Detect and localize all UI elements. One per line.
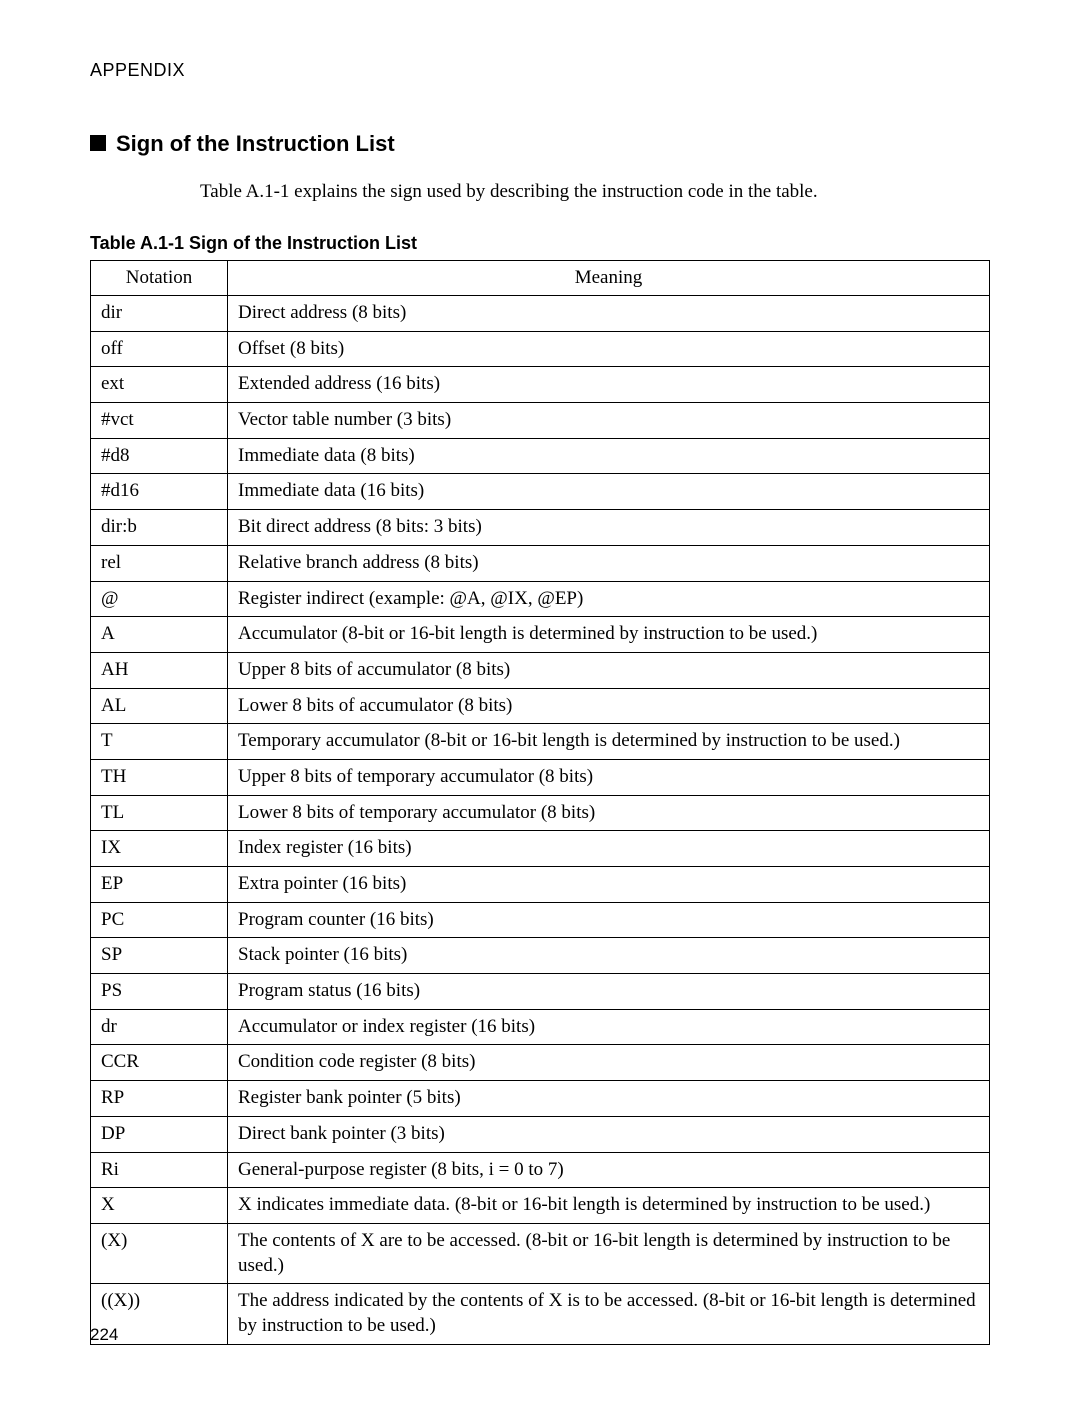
table-row: #d16Immediate data (16 bits)	[91, 474, 990, 510]
cell-meaning: Register indirect (example: @A, @IX, @EP…	[228, 581, 990, 617]
table-row: PSProgram status (16 bits)	[91, 974, 990, 1010]
cell-notation: #d16	[91, 474, 228, 510]
cell-notation: #d8	[91, 438, 228, 474]
cell-meaning: Stack pointer (16 bits)	[228, 938, 990, 974]
cell-meaning: Offset (8 bits)	[228, 331, 990, 367]
cell-meaning: Temporary accumulator (8-bit or 16-bit l…	[228, 724, 990, 760]
table-body: dirDirect address (8 bits)offOffset (8 b…	[91, 296, 990, 1345]
cell-notation: X	[91, 1188, 228, 1224]
cell-notation: #vct	[91, 403, 228, 439]
table-row: #vctVector table number (3 bits)	[91, 403, 990, 439]
cell-notation: DP	[91, 1116, 228, 1152]
table-row: DPDirect bank pointer (3 bits)	[91, 1116, 990, 1152]
cell-meaning: Extra pointer (16 bits)	[228, 867, 990, 903]
cell-meaning: General-purpose register (8 bits, i = 0 …	[228, 1152, 990, 1188]
table-row: IXIndex register (16 bits)	[91, 831, 990, 867]
cell-meaning: Lower 8 bits of temporary accumulator (8…	[228, 795, 990, 831]
table-row: EPExtra pointer (16 bits)	[91, 867, 990, 903]
square-bullet-icon	[90, 135, 106, 151]
cell-meaning: Accumulator or index register (16 bits)	[228, 1009, 990, 1045]
cell-meaning: Index register (16 bits)	[228, 831, 990, 867]
cell-meaning: Accumulator (8-bit or 16-bit length is d…	[228, 617, 990, 653]
cell-notation: (X)	[91, 1223, 228, 1283]
table-row: drAccumulator or index register (16 bits…	[91, 1009, 990, 1045]
cell-notation: EP	[91, 867, 228, 903]
table-row: THUpper 8 bits of temporary accumulator …	[91, 759, 990, 795]
table-caption: Table A.1-1 Sign of the Instruction List	[90, 233, 990, 254]
cell-notation: T	[91, 724, 228, 760]
page: APPENDIX Sign of the Instruction List Ta…	[0, 0, 1080, 1405]
table-row: #d8Immediate data (8 bits)	[91, 438, 990, 474]
cell-notation: SP	[91, 938, 228, 974]
cell-notation: RP	[91, 1081, 228, 1117]
cell-meaning: Program counter (16 bits)	[228, 902, 990, 938]
cell-notation: @	[91, 581, 228, 617]
cell-notation: off	[91, 331, 228, 367]
cell-notation: rel	[91, 545, 228, 581]
table-row: AHUpper 8 bits of accumulator (8 bits)	[91, 652, 990, 688]
cell-notation: Ri	[91, 1152, 228, 1188]
cell-meaning: Lower 8 bits of accumulator (8 bits)	[228, 688, 990, 724]
table-row: TLLower 8 bits of temporary accumulator …	[91, 795, 990, 831]
cell-meaning: Bit direct address (8 bits: 3 bits)	[228, 510, 990, 546]
table-row: XX indicates immediate data. (8-bit or 1…	[91, 1188, 990, 1224]
section-title-text: Sign of the Instruction List	[116, 131, 395, 156]
appendix-label: APPENDIX	[90, 60, 990, 81]
table-row: RPRegister bank pointer (5 bits)	[91, 1081, 990, 1117]
table-row: @Register indirect (example: @A, @IX, @E…	[91, 581, 990, 617]
cell-meaning: The address indicated by the contents of…	[228, 1284, 990, 1344]
col-header-notation: Notation	[91, 261, 228, 296]
table-header-row: Notation Meaning	[91, 261, 990, 296]
table-head: Notation Meaning	[91, 261, 990, 296]
cell-meaning: Upper 8 bits of temporary accumulator (8…	[228, 759, 990, 795]
table-row: dirDirect address (8 bits)	[91, 296, 990, 332]
table-row: (X)The contents of X are to be accessed.…	[91, 1223, 990, 1283]
col-header-meaning: Meaning	[228, 261, 990, 296]
cell-meaning: Immediate data (8 bits)	[228, 438, 990, 474]
cell-meaning: Upper 8 bits of accumulator (8 bits)	[228, 652, 990, 688]
cell-notation: A	[91, 617, 228, 653]
table-row: offOffset (8 bits)	[91, 331, 990, 367]
table-row: PCProgram counter (16 bits)	[91, 902, 990, 938]
cell-notation: dir:b	[91, 510, 228, 546]
cell-notation: CCR	[91, 1045, 228, 1081]
cell-notation: PS	[91, 974, 228, 1010]
table-row: ((X))The address indicated by the conten…	[91, 1284, 990, 1344]
cell-notation: PC	[91, 902, 228, 938]
table-row: SPStack pointer (16 bits)	[91, 938, 990, 974]
table-row: relRelative branch address (8 bits)	[91, 545, 990, 581]
cell-meaning: Extended address (16 bits)	[228, 367, 990, 403]
cell-meaning: Immediate data (16 bits)	[228, 474, 990, 510]
cell-meaning: Register bank pointer (5 bits)	[228, 1081, 990, 1117]
page-number: 224	[90, 1325, 118, 1345]
cell-meaning: Relative branch address (8 bits)	[228, 545, 990, 581]
cell-notation: dir	[91, 296, 228, 332]
cell-notation: TH	[91, 759, 228, 795]
table-row: extExtended address (16 bits)	[91, 367, 990, 403]
notation-table: Notation Meaning dirDirect address (8 bi…	[90, 260, 990, 1345]
cell-meaning: Condition code register (8 bits)	[228, 1045, 990, 1081]
table-row: dir:bBit direct address (8 bits: 3 bits)	[91, 510, 990, 546]
cell-meaning: The contents of X are to be accessed. (8…	[228, 1223, 990, 1283]
table-row: RiGeneral-purpose register (8 bits, i = …	[91, 1152, 990, 1188]
cell-notation: dr	[91, 1009, 228, 1045]
cell-meaning: Direct address (8 bits)	[228, 296, 990, 332]
cell-meaning: X indicates immediate data. (8-bit or 16…	[228, 1188, 990, 1224]
table-row: ALLower 8 bits of accumulator (8 bits)	[91, 688, 990, 724]
section-title: Sign of the Instruction List	[90, 131, 990, 157]
section-intro: Table A.1-1 explains the sign used by de…	[200, 181, 990, 203]
cell-meaning: Program status (16 bits)	[228, 974, 990, 1010]
cell-notation: IX	[91, 831, 228, 867]
table-row: CCRCondition code register (8 bits)	[91, 1045, 990, 1081]
cell-notation: TL	[91, 795, 228, 831]
cell-meaning: Vector table number (3 bits)	[228, 403, 990, 439]
cell-notation: AL	[91, 688, 228, 724]
cell-notation: AH	[91, 652, 228, 688]
table-row: TTemporary accumulator (8-bit or 16-bit …	[91, 724, 990, 760]
table-row: AAccumulator (8-bit or 16-bit length is …	[91, 617, 990, 653]
cell-notation: ext	[91, 367, 228, 403]
cell-meaning: Direct bank pointer (3 bits)	[228, 1116, 990, 1152]
